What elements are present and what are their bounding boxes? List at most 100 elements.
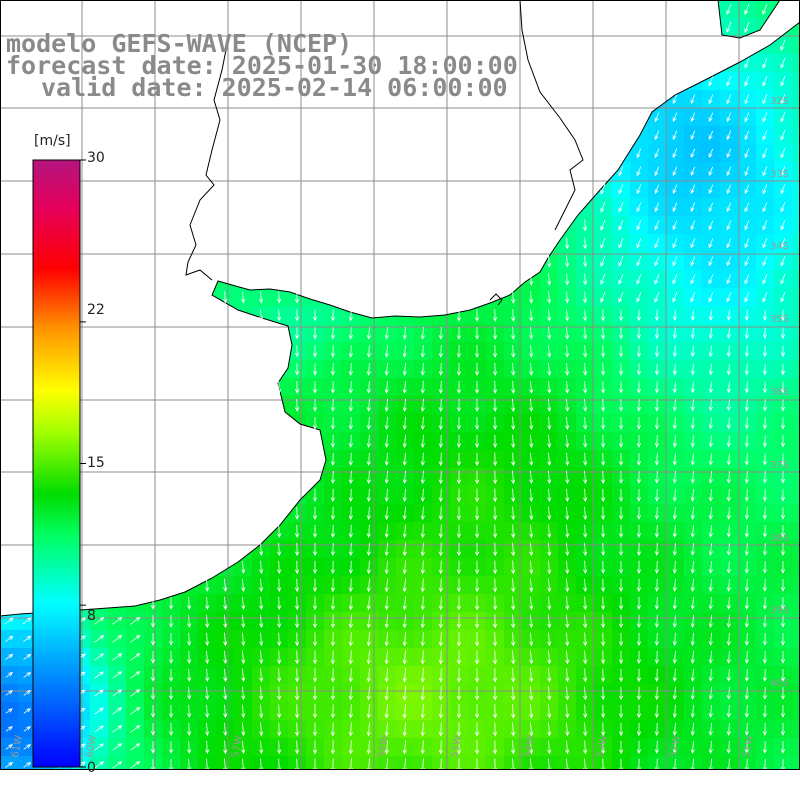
wind-arrow [565, 614, 570, 629]
wind-arrow [474, 632, 480, 647]
wind-speed-cell [792, 468, 800, 487]
wind-arrow [708, 130, 714, 141]
wind-arrow [618, 417, 624, 430]
wind-arrow [277, 668, 282, 683]
wind-arrow [223, 291, 228, 304]
wind-arrow [583, 434, 588, 448]
wind-arrow [420, 506, 425, 521]
wind-arrow [456, 309, 462, 322]
wind-arrow [690, 560, 695, 574]
wind-arrow [474, 542, 480, 557]
wind-arrow [130, 653, 141, 661]
wind-arrow [547, 506, 552, 521]
wind-arrow [529, 668, 534, 683]
wind-arrow [511, 524, 516, 539]
wind-arrow [420, 686, 425, 701]
wind-arrow [744, 58, 750, 69]
wind-arrow [511, 506, 516, 521]
wind-arrow [348, 417, 353, 430]
wind-arrow [583, 273, 588, 286]
wind-arrow [150, 633, 156, 646]
wind-arrow [636, 722, 642, 737]
wind-arrow [654, 256, 660, 267]
wind-arrow [294, 363, 300, 376]
wind-arrow [366, 434, 371, 449]
wind-arrow [330, 506, 336, 521]
wind-arrow [583, 291, 588, 304]
wind-arrow [529, 398, 534, 413]
wind-arrow [511, 686, 516, 701]
wind-arrow [474, 434, 480, 449]
wind-speed-cell [126, 684, 145, 703]
wind-arrow [654, 704, 659, 719]
wind-arrow [618, 202, 624, 213]
wind-arrow [312, 506, 318, 521]
wind-arrow [330, 345, 336, 358]
wind-arrow [708, 166, 714, 177]
border-river-parana [185, 39, 229, 281]
wind-speed-cell [126, 612, 145, 631]
wind-arrow [402, 596, 407, 611]
wind-arrow [636, 220, 642, 231]
wind-arrow [618, 722, 624, 737]
longitude-labels: 61W 60W 57W 56W 55W 54W 53W 52W 51W [10, 734, 756, 758]
wind-arrow [438, 668, 443, 683]
wind-arrow [654, 184, 660, 195]
wind-arrow [726, 76, 732, 87]
wind-speed-cell [108, 648, 127, 667]
wind-arrow [529, 452, 534, 467]
wind-speed-cell [0, 702, 19, 721]
wind-arrow [672, 740, 677, 755]
wind-arrow [744, 668, 749, 682]
wind-arrow [330, 596, 336, 611]
wind-arrow [348, 327, 353, 340]
wind-arrow [708, 274, 714, 285]
wind-arrow [744, 489, 749, 502]
wind-arrow [312, 381, 318, 394]
wind-speed-cell [126, 738, 145, 757]
wind-arrow [366, 650, 371, 665]
wind-arrow [565, 722, 570, 737]
wind-arrow [330, 399, 336, 412]
wind-arrow [601, 506, 606, 521]
wind-arrow [708, 668, 713, 682]
wind-arrow [565, 506, 570, 521]
wind-arrow [744, 686, 749, 700]
wind-arrow [348, 524, 353, 539]
wind-arrow [456, 704, 462, 719]
wind-speed-cell [0, 666, 19, 685]
wind-arrow [294, 291, 300, 304]
wind-arrow [223, 686, 228, 701]
wind-arrow [565, 632, 570, 647]
wind-arrow [565, 237, 570, 250]
wind-arrow [474, 344, 480, 359]
wind-arrow [636, 542, 642, 557]
wind-arrow [205, 740, 210, 755]
wind-arrow [420, 632, 425, 647]
wind-arrow [438, 416, 443, 431]
wind-arrow [384, 686, 389, 701]
wind-arrow [600, 381, 606, 394]
wind-arrow [690, 740, 695, 755]
wind-arrow [547, 722, 552, 737]
wind-arrow [762, 417, 768, 430]
wind-arrow [511, 291, 516, 304]
wind-speed-cell [792, 684, 800, 703]
wind-arrow [312, 542, 318, 557]
wind-arrow [547, 668, 552, 683]
wind-arrow [780, 166, 786, 177]
wind-arrow [708, 238, 714, 249]
wind-speed-cell [18, 648, 37, 667]
wind-arrow [654, 650, 659, 665]
wind-arrow [672, 471, 677, 484]
wind-arrow [618, 327, 624, 340]
wind-arrow [780, 112, 786, 123]
wind-arrow [330, 650, 336, 665]
wind-arrow [690, 543, 695, 556]
wind-arrow [636, 704, 642, 719]
wind-arrow [762, 507, 768, 520]
latitude-label: 36S [770, 387, 789, 398]
wind-arrow [762, 561, 768, 574]
wind-arrow [402, 542, 407, 557]
wind-arrow [708, 704, 713, 718]
